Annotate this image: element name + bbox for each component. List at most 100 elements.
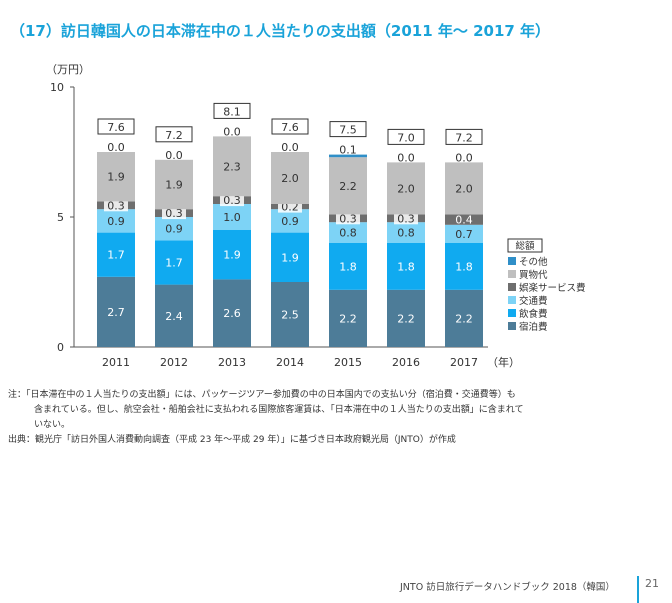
data-label: 2.2 [339,312,357,325]
legend-swatch [508,296,516,304]
data-label: 1.8 [339,260,357,273]
x-tick-label: 2011 [102,356,130,369]
legend-swatch [508,322,516,330]
data-label: 0.1 [339,144,357,157]
data-label: 1.9 [165,179,183,192]
legend-label: 宿泊費 [519,321,548,333]
data-label: 2.0 [455,182,473,195]
bar-segment [329,289,367,347]
bar-segment [387,222,425,243]
bar-segment [445,162,483,215]
page-number: 21 [645,577,659,590]
bar-segment [155,284,193,347]
bar-segment [155,240,193,285]
total-label: 7.6 [281,121,299,134]
data-label: 0.3 [339,212,357,225]
total-box [445,128,483,145]
data-label-bg [336,212,360,225]
data-label: 0.9 [107,215,125,228]
bar-segment [329,243,367,290]
bar-segment [329,222,367,243]
total-label: 7.5 [339,124,357,137]
bar-segment [271,209,309,233]
legend-swatch [508,309,516,317]
bar-segment [271,152,309,204]
note-line-1: 注：「日本滞在中の１人当たりの支出額」には、パッケージツアー参加費の中の日本国内… [8,390,516,400]
y-tick-label: 5 [57,211,64,224]
bar-segment [329,157,367,215]
x-tick-label: 2014 [276,356,304,369]
legend-swatch [508,283,516,291]
bar-segment [97,209,135,233]
data-label: 2.0 [281,172,299,185]
legend-label: 交通費 [519,295,548,307]
bar-segment [97,232,135,277]
total-label: 8.1 [223,105,241,118]
bar-segment [445,243,483,290]
total-box [97,118,135,135]
x-axis-unit-label: （年） [487,355,520,369]
bar-segment [213,204,251,230]
data-label: 2.5 [281,309,299,322]
data-label: 1.9 [223,249,241,262]
x-tick-label: 2016 [392,356,420,369]
legend-label: 娯楽サービス費 [519,282,586,294]
x-tick-label: 2012 [160,356,188,369]
data-label-bg [394,212,418,225]
legend-swatch [508,257,516,265]
data-label: 0.0 [223,125,241,138]
data-label: 2.3 [223,160,241,173]
data-label-bg [162,207,186,220]
data-label: 2.4 [165,310,183,323]
total-box [213,102,251,119]
total-label: 7.6 [107,121,125,134]
data-label: 0.0 [281,141,299,154]
data-label-bg [104,199,128,212]
bar-segment [97,276,135,347]
data-label: 0.8 [397,227,415,240]
data-label: 1.0 [223,211,241,224]
total-label: 7.2 [165,129,183,142]
data-label: 1.9 [281,251,299,264]
data-label: 1.8 [397,260,415,273]
data-label: 2.2 [397,312,415,325]
y-axis-unit-label: （万円） [46,63,90,76]
data-label: 0.9 [281,215,299,228]
data-label: 2.2 [455,312,473,325]
data-label: 2.7 [107,306,125,319]
total-label: 7.0 [397,131,415,144]
bar-segment [155,159,193,210]
data-label: 0.3 [165,207,183,220]
data-label: 2.2 [339,180,357,193]
data-label: 1.7 [165,257,183,270]
bar-segment [445,214,483,225]
data-label: 0.3 [397,212,415,225]
footer-text: JNTO 訪日旅行データハンドブック 2018（韓国） [400,582,615,593]
bar-segment [387,243,425,290]
x-tick-label: 2017 [450,356,478,369]
data-label: 2.0 [397,182,415,195]
data-label: 0.3 [223,194,241,207]
bar-segment [213,279,251,347]
bar-segment [387,289,425,347]
page-divider [637,576,639,603]
legend-swatch [508,270,516,278]
data-label: 0.4 [455,214,473,227]
bar-segment [271,232,309,282]
total-box [271,118,309,135]
bar-segment [329,154,367,158]
legend-label: 買物代 [519,269,548,281]
bar-segment [445,289,483,347]
y-tick-label: 10 [50,81,64,94]
bar-segment [97,152,135,202]
total-box [329,121,367,138]
source-note: 出典：観光庁「訪日外国人消費動向調査（平成 23 年〜平成 29 年）」に基づき… [8,435,456,445]
data-label: 1.8 [455,260,473,273]
data-label: 0.0 [455,151,473,164]
x-tick-label: 2013 [218,356,246,369]
y-tick-label: 0 [57,341,64,354]
total-box [155,126,193,143]
note-line-3: いない。 [34,420,71,430]
data-label-bg [220,194,244,207]
data-label: 0.0 [107,141,125,154]
